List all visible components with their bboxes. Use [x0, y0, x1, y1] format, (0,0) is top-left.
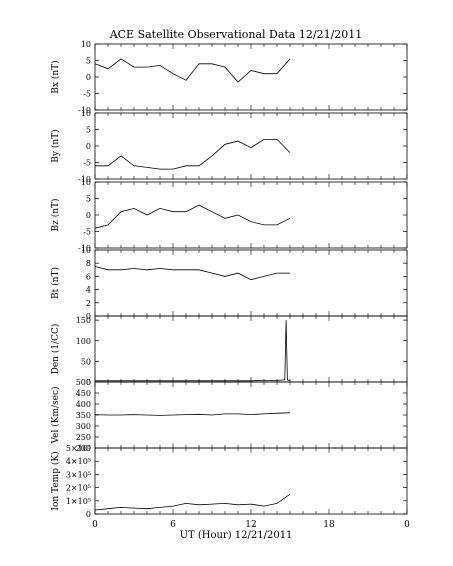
y-tick-label: 8 — [86, 259, 91, 268]
y-tick-label: -10 — [78, 175, 91, 184]
panel-6: 5×10⁵ 4×10⁵ 3×10⁵ 2×10⁵ 1×10⁵ 0 Ion Temp (K) — [50, 444, 408, 519]
y-tick-label: 400 — [76, 400, 91, 409]
figure-title: ACE Satellite Observational Data 12/21/2… — [109, 28, 363, 41]
panel-frame — [94, 112, 408, 180]
x-tick-label: 18 — [323, 520, 335, 530]
y-axis-label: Den (1/CC) — [50, 324, 61, 375]
y-tick-label: 100 — [76, 337, 91, 346]
y-tick-label: 5×10⁵ — [66, 444, 91, 453]
y-tick-label: 10 — [81, 178, 91, 187]
y-tick-label: 5 — [86, 126, 91, 135]
panel-3: 10 8 6 4 2 0 Bt (nT) — [50, 246, 408, 321]
y-tick-label: -10 — [78, 244, 91, 253]
y-tick-label: 250 — [76, 433, 91, 442]
y-tick-label: 10 — [81, 109, 91, 118]
panel-frame — [94, 43, 408, 111]
panel-0: 10 5 0 -5 -10 Bx (nT) — [50, 40, 408, 115]
y-tick-label: 350 — [76, 411, 91, 420]
y-tick-label: 500 — [76, 378, 91, 387]
y-tick-label: 6 — [86, 272, 91, 281]
y-tick-label: 1×10⁵ — [66, 497, 91, 506]
y-axis-label: Bt (nT) — [50, 267, 61, 299]
panel-5: 500 450 400 350 300 250 200 Vel (Km/sec) — [50, 378, 408, 453]
y-axis-label: Vel (Km/sec) — [50, 386, 61, 444]
y-tick-label: 10 — [81, 40, 91, 49]
panel-2: 10 5 0 -5 -10 Bz (nT) — [50, 178, 408, 253]
y-tick-label: 0 — [86, 312, 91, 321]
panel-frame — [94, 315, 408, 383]
y-tick-label: 300 — [76, 422, 91, 431]
y-tick-label: -5 — [83, 228, 91, 237]
y-tick-label: 450 — [76, 389, 91, 398]
series-line — [94, 58, 291, 83]
y-tick-label: 150 — [76, 316, 91, 325]
x-axis-label: UT (Hour) 12/21/2011 — [180, 530, 293, 541]
y-tick-label: -5 — [83, 159, 91, 168]
y-tick-label: 4×10⁵ — [66, 457, 91, 466]
y-tick-label: 0 — [86, 211, 91, 220]
y-axis-label: Ion Temp (K) — [50, 451, 61, 510]
y-tick-label: 0 — [86, 142, 91, 151]
series-line — [94, 266, 290, 281]
y-tick-label: 50 — [81, 357, 91, 366]
y-tick-label: -10 — [78, 106, 91, 115]
y-tick-label: 10 — [81, 246, 91, 255]
x-tick-label: 0 — [92, 520, 98, 530]
y-tick-label: 2 — [86, 299, 91, 308]
panel-1: 10 5 0 -5 -10 By (nT) — [50, 109, 408, 184]
series-line — [94, 493, 291, 511]
y-tick-label: 200 — [76, 444, 91, 453]
series-line — [95, 320, 291, 382]
x-tick-label: 0 — [404, 520, 410, 530]
y-tick-label: 5 — [86, 195, 91, 204]
x-tick-label: 12 — [245, 520, 256, 530]
y-tick-label: 0 — [86, 378, 91, 387]
y-tick-label: 4 — [86, 286, 91, 295]
x-axis: 0 6 12 18 0 — [92, 520, 410, 530]
y-axis-label: Bx (nT) — [50, 60, 61, 93]
y-axis-label: By (nT) — [50, 129, 61, 162]
series-line — [94, 412, 291, 416]
y-tick-label: 5 — [86, 57, 91, 66]
panel-frame — [94, 181, 408, 249]
y-tick-label: 3×10⁵ — [66, 470, 91, 479]
panel-frame — [94, 249, 408, 317]
series-line — [95, 138, 291, 170]
series-line — [94, 204, 291, 229]
x-tick-label: 6 — [170, 520, 176, 530]
y-tick-label: 0 — [86, 73, 91, 82]
y-tick-label: -5 — [83, 90, 91, 99]
y-axis-label: Bz (nT) — [50, 198, 61, 231]
y-tick-label: 2×10⁵ — [66, 484, 91, 493]
y-tick-label: 0 — [86, 510, 91, 519]
